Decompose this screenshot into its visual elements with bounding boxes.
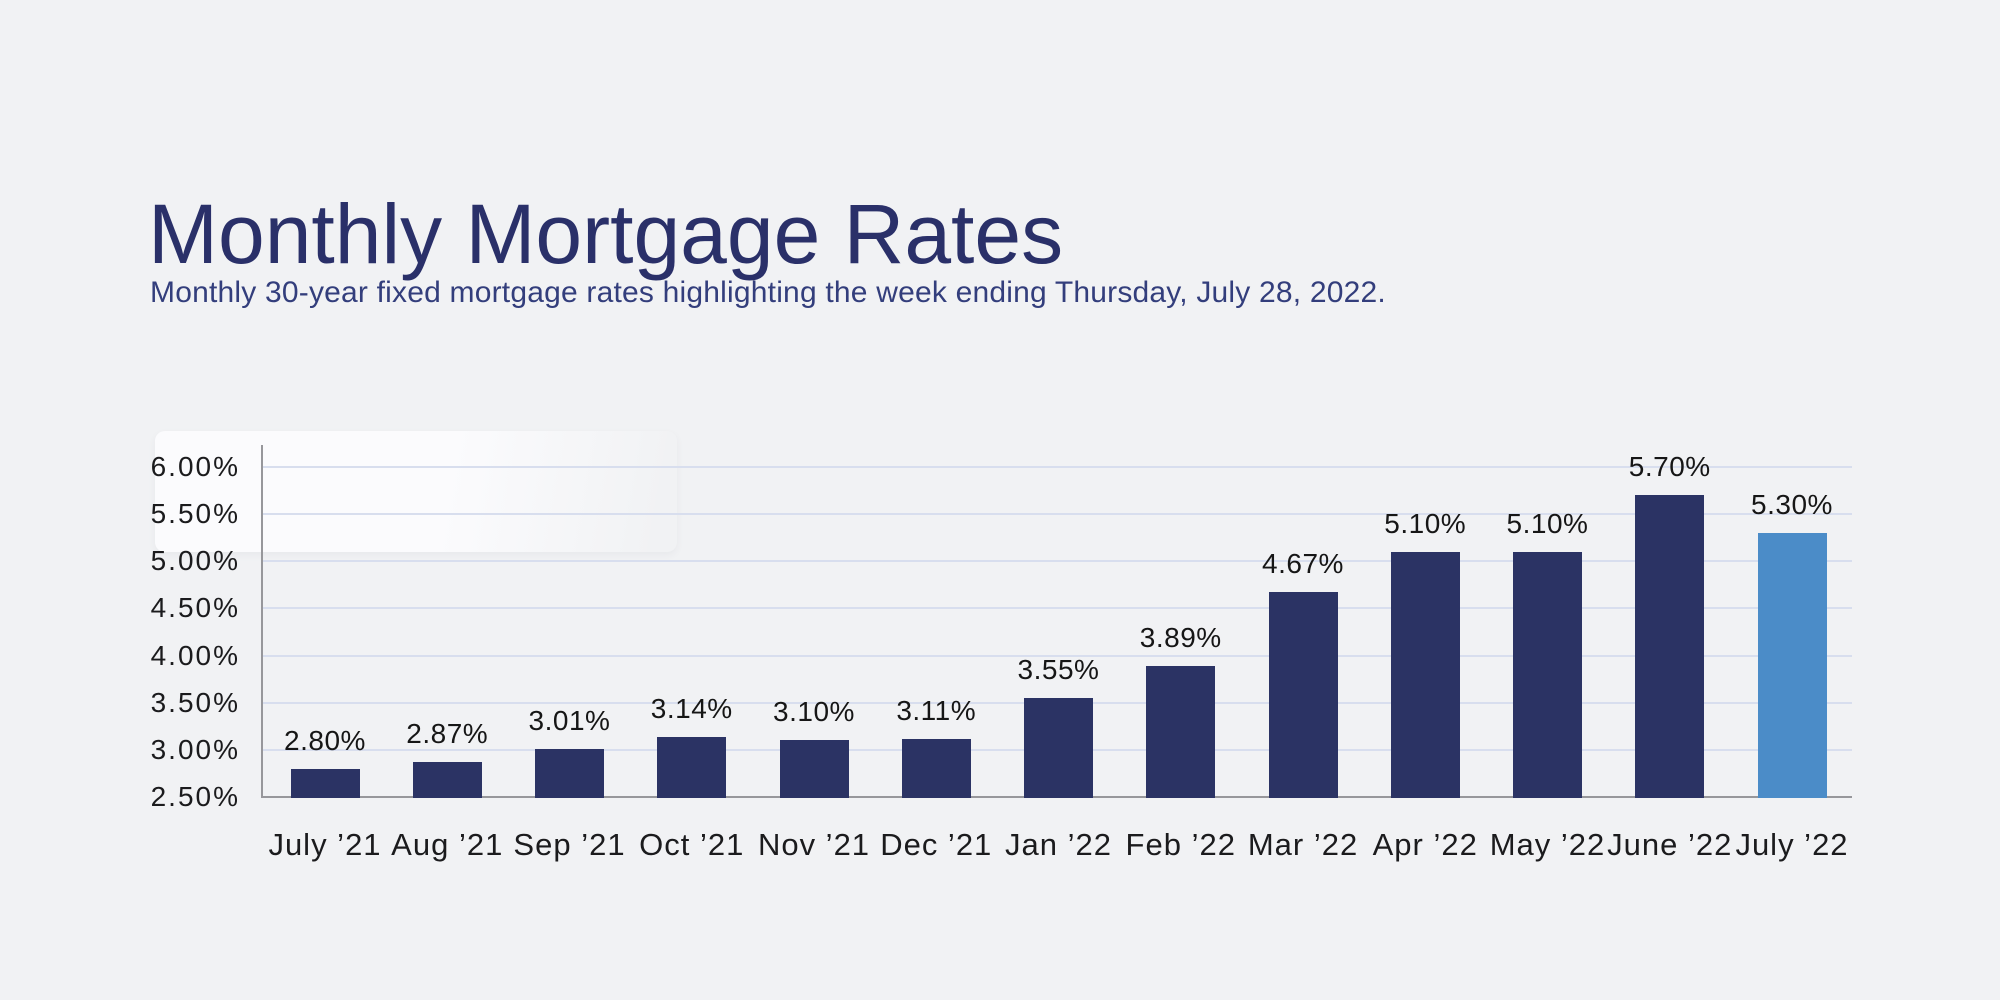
x-tick-label: May ’22 <box>1489 827 1606 862</box>
y-tick-label: 3.00% <box>150 733 240 765</box>
y-grid-line <box>263 513 1852 516</box>
y-tick-label: 6.00% <box>150 451 240 482</box>
background-card <box>155 431 677 552</box>
x-tick-label: Mar ’22 <box>1247 827 1359 862</box>
bar-value-label: 2.87% <box>406 718 489 750</box>
x-tick-label: Sep ’21 <box>513 827 626 862</box>
y-tick-label: 4.00% <box>150 639 240 671</box>
x-tick-label: Apr ’22 <box>1372 827 1478 862</box>
y-grid-line <box>263 560 1852 563</box>
page-subtitle: Monthly 30-year fixed mortgage rates hig… <box>150 276 1386 309</box>
y-tick-label: 5.50% <box>150 498 240 530</box>
bar-value-label: 5.70% <box>1628 451 1711 483</box>
y-grid-line <box>263 607 1852 610</box>
y-axis-line <box>261 445 263 798</box>
bar-value-label: 3.55% <box>1017 654 1100 685</box>
y-grid-line <box>263 466 1852 468</box>
bar-value-label: 3.11% <box>896 695 977 727</box>
page-title: Monthly Mortgage Rates <box>148 187 1064 282</box>
y-tick-label: 5.00% <box>150 545 240 577</box>
bar-value-label: 4.67% <box>1262 548 1344 580</box>
x-tick-label: June ’22 <box>1607 827 1733 862</box>
x-tick-label: July ’21 <box>268 827 382 862</box>
bar-4 <box>657 736 727 798</box>
bar-value-label: 5.30% <box>1751 489 1833 520</box>
x-tick-label: Feb ’22 <box>1125 827 1236 862</box>
x-tick-label: Nov ’21 <box>757 827 871 862</box>
x-tick-label: Jan ’22 <box>1005 827 1112 862</box>
x-tick-label: Aug ’21 <box>391 827 504 862</box>
y-tick-label: 3.50% <box>150 686 240 718</box>
bar-10 <box>1390 551 1460 798</box>
bar-13 <box>1757 533 1827 798</box>
y-grid-line <box>263 654 1852 657</box>
x-tick-label: July ’22 <box>1735 827 1849 862</box>
bar-1 <box>290 768 360 798</box>
y-tick-label: 4.50% <box>150 592 240 624</box>
bar-value-label: 3.89% <box>1139 621 1222 653</box>
bar-value-label: 3.14% <box>650 692 733 724</box>
bar-value-label: 3.01% <box>528 704 611 736</box>
bar-value-label: 5.10% <box>1384 507 1467 539</box>
x-tick-label: Oct ’21 <box>639 827 745 862</box>
bar-7 <box>1024 698 1093 798</box>
bar-value-label: 2.80% <box>284 724 366 756</box>
bar-5 <box>779 740 849 798</box>
bar-2 <box>412 762 482 798</box>
bar-3 <box>535 748 604 798</box>
bar-value-label: 3.10% <box>773 696 855 728</box>
bar-6 <box>901 739 971 798</box>
bar-9 <box>1268 592 1338 798</box>
bar-value-label: 5.10% <box>1506 507 1589 539</box>
bar-11 <box>1513 551 1582 798</box>
x-tick-label: Dec ’21 <box>880 827 993 862</box>
bar-12 <box>1635 495 1705 798</box>
y-tick-label: 2.50% <box>150 781 240 812</box>
bar-8 <box>1146 665 1216 798</box>
